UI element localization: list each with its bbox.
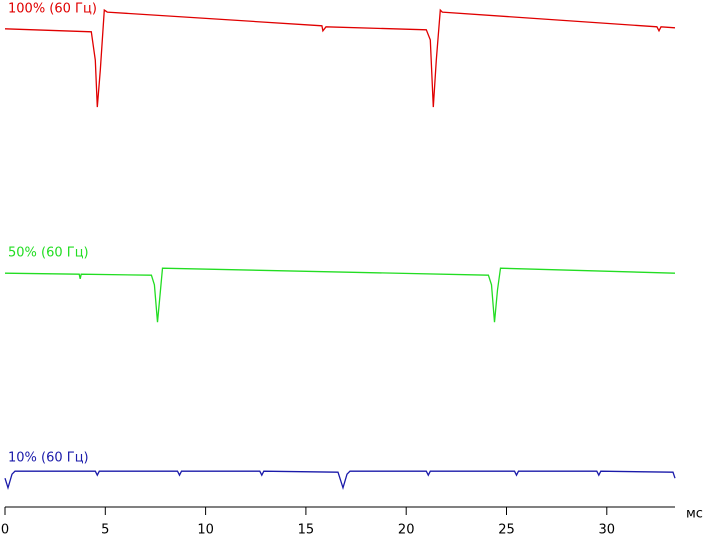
series-label: 50% (60 Гц) — [8, 246, 89, 261]
x-tick-label: 20 — [398, 523, 415, 538]
x-tick-label: 30 — [599, 523, 616, 538]
x-tick-label: 15 — [298, 523, 315, 538]
series-line — [4, 470, 676, 491]
series-label: 100% (60 Гц) — [8, 1, 97, 16]
series-label: 10% (60 Гц) — [8, 451, 89, 466]
x-axis-label: мс — [686, 507, 703, 522]
x-tick-label: 25 — [498, 523, 515, 538]
x-tick-label: 5 — [101, 523, 109, 538]
series-line — [4, 8, 676, 108]
x-tick-label: 0 — [1, 523, 9, 538]
x-tick-label: 10 — [197, 523, 214, 538]
series-line — [4, 267, 676, 323]
